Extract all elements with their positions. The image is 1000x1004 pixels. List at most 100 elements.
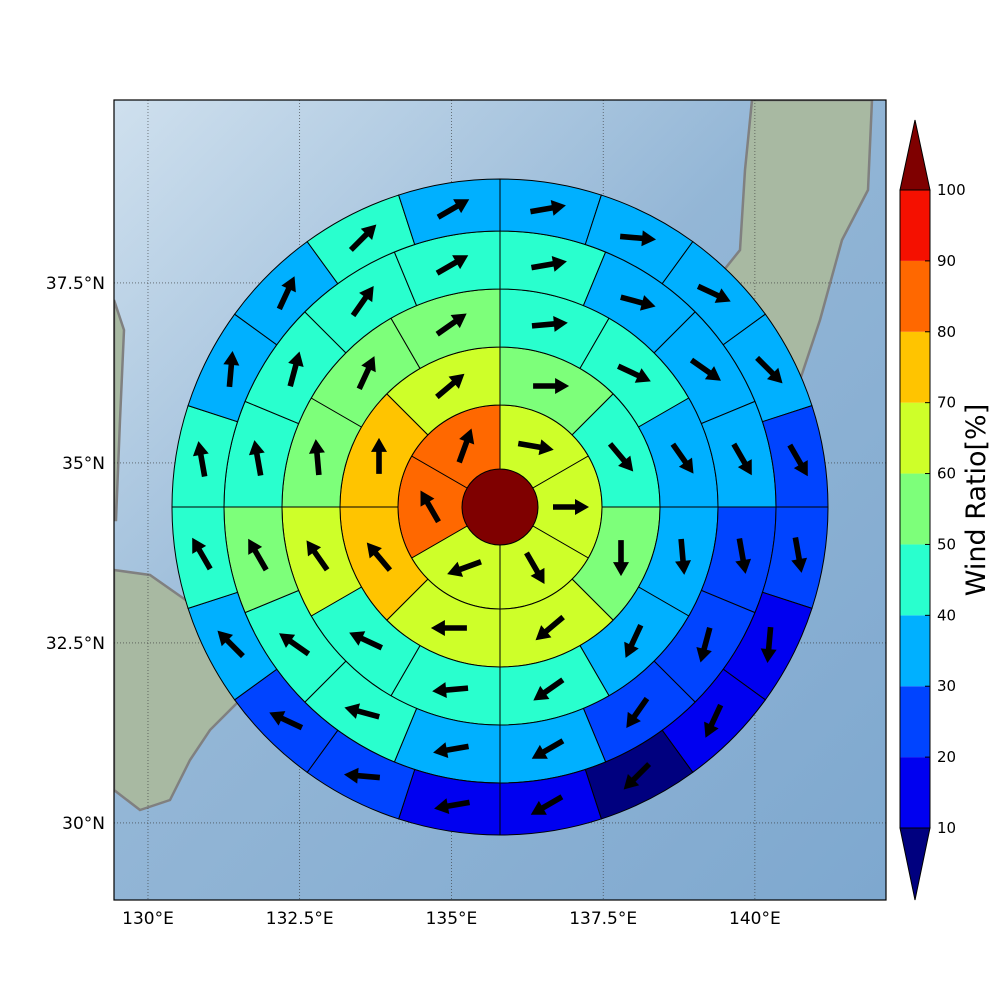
wind-arrow bbox=[343, 767, 381, 784]
wind-arrow bbox=[530, 794, 564, 815]
wind-arrow bbox=[626, 696, 650, 728]
wind-arrow bbox=[787, 443, 808, 477]
tick-layer: 130°E 132.5°E 135°E 137.5°E 140°E 30°N 32.5°N 3… bbox=[46, 274, 781, 929]
wind-arrow bbox=[306, 540, 330, 572]
wind-arrow bbox=[535, 614, 565, 641]
wind-arrow bbox=[735, 537, 752, 574]
colorbar-bin bbox=[900, 757, 930, 828]
colorbar-bin bbox=[900, 260, 930, 332]
land-korea bbox=[114, 299, 126, 522]
colorbar-tick-label: 70 bbox=[937, 394, 956, 412]
wind-arrow bbox=[731, 442, 752, 476]
wind-arrow bbox=[533, 378, 570, 394]
wind-arrow bbox=[620, 294, 656, 311]
y-tick-label: 37.5°N bbox=[46, 274, 105, 294]
wind-arrow bbox=[456, 428, 475, 464]
colorbar-tick-label: 80 bbox=[937, 323, 956, 341]
colorbar-label: Wind Ratio[%] bbox=[961, 404, 992, 596]
wind-arrow bbox=[524, 551, 545, 585]
y-tick-label: 35°N bbox=[62, 454, 105, 474]
wind-arrow bbox=[432, 682, 469, 699]
wind-arrow bbox=[529, 199, 566, 216]
sector-layer bbox=[171, 178, 829, 836]
wind-arrow bbox=[623, 762, 652, 790]
wind-arrow bbox=[192, 537, 213, 571]
wind-arrow bbox=[791, 536, 808, 573]
x-tick-label: 132.5°E bbox=[266, 909, 334, 929]
wind-arrow bbox=[435, 313, 467, 337]
wind-arrow bbox=[348, 224, 377, 252]
wind-arrow bbox=[350, 286, 374, 318]
wind-arrow bbox=[248, 440, 265, 477]
wind-arrow bbox=[696, 283, 731, 303]
wind-arrow bbox=[371, 437, 387, 474]
colorbar-tick-label: 10 bbox=[937, 819, 956, 837]
plot-frame bbox=[113, 99, 887, 901]
colorbar-tick-label: 40 bbox=[937, 606, 956, 624]
wind-arrow bbox=[223, 350, 240, 388]
wind-arrow bbox=[447, 559, 482, 577]
wind-arrow bbox=[617, 363, 651, 383]
wind-arrow bbox=[279, 633, 311, 657]
x-tick-label: 130°E bbox=[122, 909, 174, 929]
wind-arrow bbox=[755, 355, 783, 384]
colorbar-tick-label: 100 bbox=[937, 181, 966, 199]
wind-arrow bbox=[433, 742, 470, 759]
wind-arrow bbox=[434, 798, 471, 815]
wind-arrow bbox=[287, 351, 304, 387]
wind-arrow bbox=[430, 620, 467, 636]
wind-arrow bbox=[356, 356, 376, 390]
wind-arrow bbox=[248, 538, 269, 572]
wind-arrow bbox=[517, 439, 554, 456]
y-tick-label: 32.5°N bbox=[46, 634, 105, 654]
colorbar-bin bbox=[900, 686, 930, 758]
wind-arrow bbox=[436, 199, 470, 220]
wind-arrow bbox=[349, 631, 383, 651]
wind-arrow bbox=[696, 627, 713, 663]
wind-arrow bbox=[760, 626, 777, 664]
colorbar-bin bbox=[900, 615, 930, 687]
wind-arrow bbox=[530, 255, 567, 272]
wind-arrow bbox=[689, 357, 721, 381]
wind-arrow bbox=[308, 439, 325, 476]
wind-arrow bbox=[613, 540, 629, 577]
colorbar-tick-label: 90 bbox=[937, 252, 956, 270]
wind-arrow bbox=[435, 255, 469, 276]
wind-arrow bbox=[531, 315, 568, 332]
colorbar-bin bbox=[900, 544, 930, 616]
colorbar-extend-high bbox=[899, 119, 931, 191]
colorbar-tick-label: 30 bbox=[937, 677, 956, 695]
x-tick-label: 135°E bbox=[426, 909, 478, 929]
colorbar-frame bbox=[899, 189, 931, 829]
colorbar-tick-label: 60 bbox=[937, 465, 956, 483]
colorbar-bin bbox=[900, 473, 930, 545]
wind-arrow bbox=[675, 538, 692, 575]
arrow-layer bbox=[192, 199, 808, 815]
colorbar-bin bbox=[900, 331, 930, 403]
colorbar-tick-label: 20 bbox=[937, 748, 956, 766]
wind-arrow bbox=[366, 542, 393, 572]
colorbar-bin bbox=[900, 190, 930, 261]
wind-arrow bbox=[704, 703, 724, 738]
x-tick-label: 137.5°E bbox=[569, 909, 637, 929]
colorbar-bin bbox=[900, 402, 930, 474]
colorbar-extend-low bbox=[899, 827, 931, 901]
wind-arrow bbox=[619, 230, 657, 247]
wind-arrow bbox=[607, 442, 634, 472]
wind-arrow bbox=[420, 490, 441, 524]
wind-arrow bbox=[344, 703, 380, 720]
wind-arrow bbox=[533, 677, 565, 701]
wind-arrow bbox=[269, 711, 304, 731]
wind-arrow bbox=[670, 442, 694, 474]
y-tick-label: 30°N bbox=[62, 814, 105, 834]
wind-arrow bbox=[435, 373, 465, 400]
wind-arrow bbox=[217, 630, 245, 659]
colorbar: 10 20 30 40 50 60 70 80 90 100 bbox=[899, 119, 966, 901]
wind-arrow bbox=[553, 499, 589, 515]
wind-arrow bbox=[192, 441, 209, 478]
colorbar-tick-label: 50 bbox=[937, 535, 956, 553]
x-tick-label: 140°E bbox=[729, 909, 781, 929]
wind-arrow bbox=[276, 276, 296, 311]
wind-arrow bbox=[531, 738, 565, 759]
